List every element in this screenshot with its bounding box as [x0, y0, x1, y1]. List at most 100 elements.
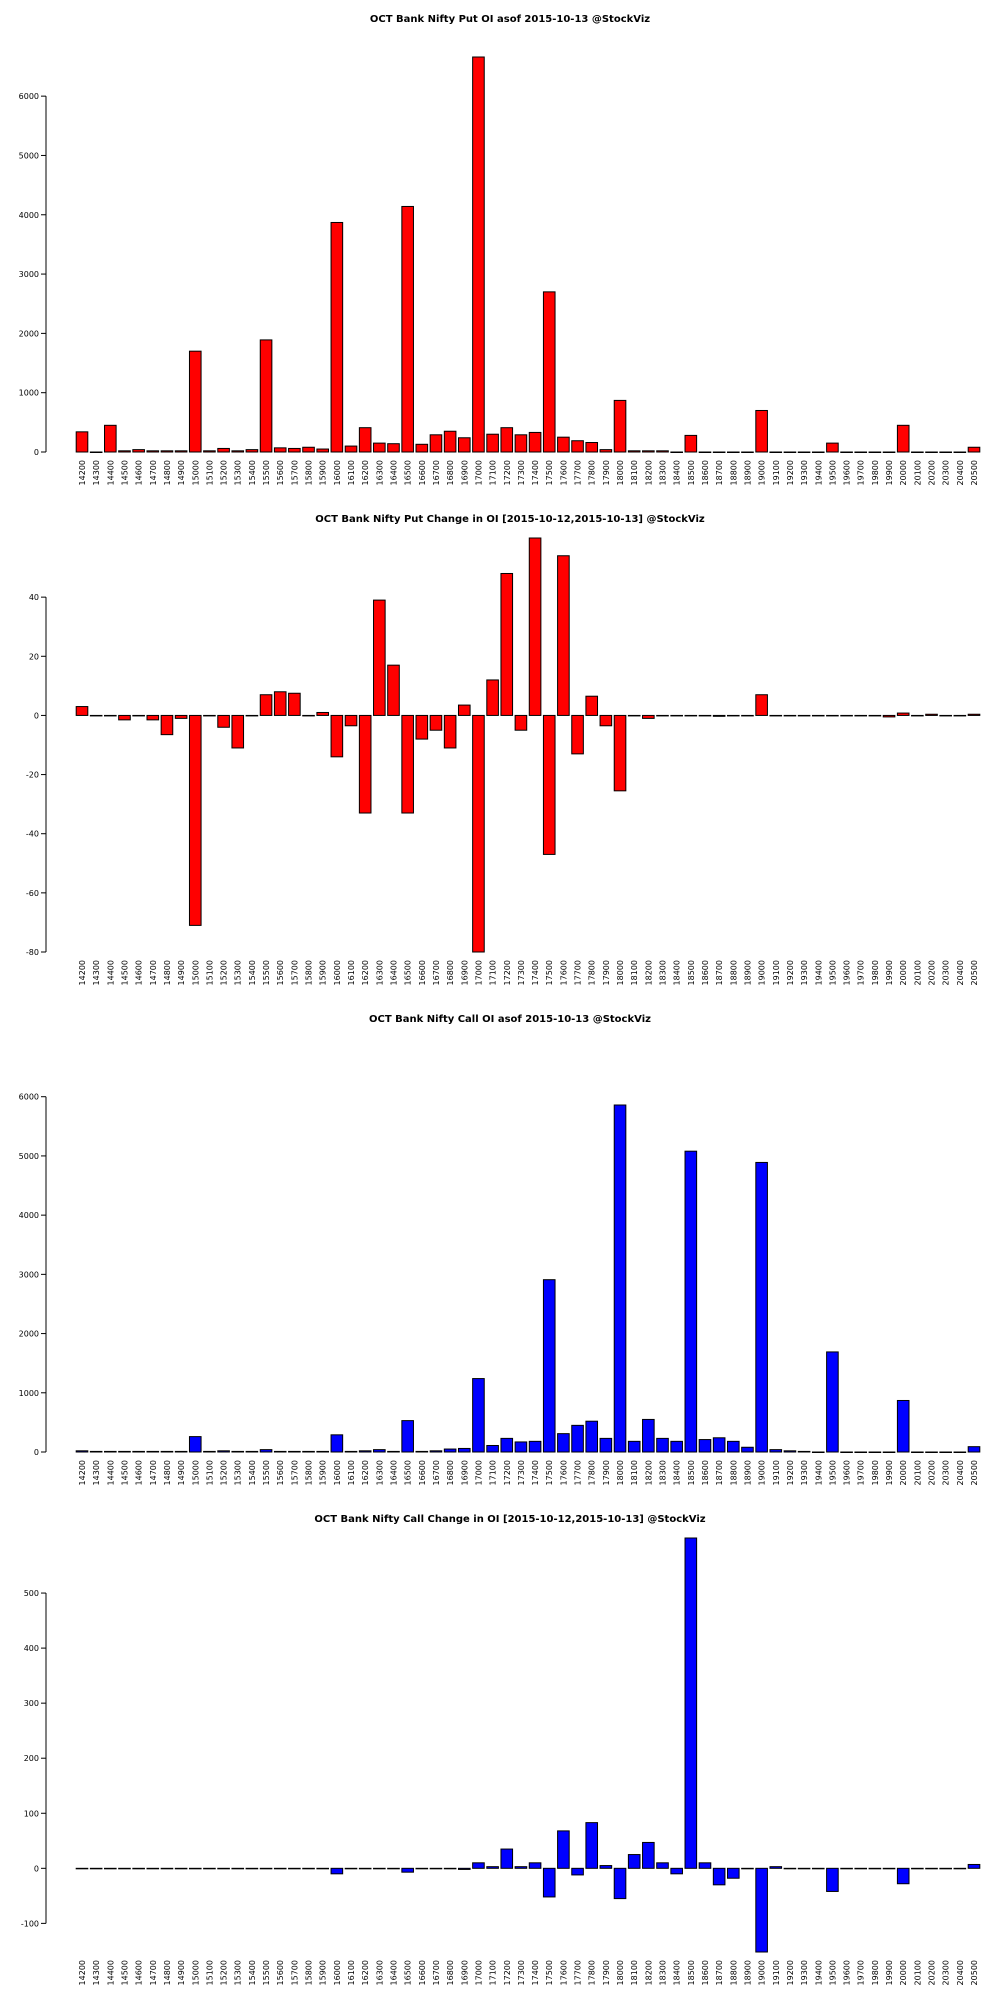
- bar: [104, 714, 117, 717]
- x-tick-label: 17100: [489, 960, 498, 985]
- bar: [188, 1436, 202, 1453]
- x-tick-label: 16800: [446, 1460, 455, 1485]
- bar: [698, 451, 712, 453]
- x-tick-label: 15700: [290, 460, 299, 485]
- bar: [896, 424, 910, 453]
- bar: [712, 1437, 726, 1453]
- x-tick-label: 16100: [347, 460, 356, 485]
- bar: [316, 711, 330, 716]
- bar: [741, 714, 754, 717]
- x-tick-label: 19300: [800, 460, 809, 485]
- bar: [670, 1440, 683, 1453]
- bar: [500, 572, 514, 716]
- x-tick-label: 15700: [290, 1960, 299, 1985]
- bar: [132, 1867, 145, 1870]
- bar: [373, 442, 386, 453]
- x-tick-label: 17600: [559, 1960, 568, 1985]
- bar: [75, 1450, 89, 1453]
- y-tick-label: 5000: [19, 151, 39, 160]
- bar: [500, 1848, 514, 1869]
- x-tick-label: 15500: [262, 460, 271, 485]
- x-tick-label: 18300: [659, 960, 668, 985]
- bar: [457, 704, 471, 716]
- x-tick-label: 19600: [843, 460, 852, 485]
- bar: [486, 1866, 499, 1869]
- bar: [302, 1867, 315, 1870]
- y-tick-label: 0: [34, 1448, 39, 1457]
- y-tick-label: 6000: [19, 92, 39, 101]
- bar: [245, 714, 259, 717]
- bar: [741, 1446, 754, 1453]
- y-tick-label: 400: [24, 1644, 39, 1653]
- x-tick-label: 14400: [106, 960, 115, 985]
- x-tick-label: 18100: [630, 460, 639, 485]
- x-tick-label: 15700: [290, 1460, 299, 1485]
- x-tick-label: 18200: [644, 960, 653, 985]
- bar: [882, 451, 896, 453]
- bar: [174, 450, 188, 453]
- x-tick-label: 15200: [220, 460, 229, 485]
- x-tick-label: 15600: [276, 1960, 285, 1985]
- x-tick-label: 15100: [205, 460, 214, 485]
- bar: [882, 714, 896, 718]
- bar: [514, 714, 528, 731]
- x-tick-label: 15300: [234, 1960, 243, 1985]
- bar: [217, 447, 230, 453]
- bar: [684, 1537, 698, 1869]
- x-tick-label: 18100: [630, 960, 639, 985]
- bar: [670, 451, 683, 453]
- x-tick-label: 16200: [361, 1960, 370, 1985]
- x-tick-label: 18100: [630, 1960, 639, 1985]
- bar: [953, 714, 967, 717]
- bar: [642, 1841, 655, 1869]
- bar: [273, 691, 287, 716]
- x-tick-label: 17500: [545, 460, 554, 485]
- x-tick-label: 15600: [276, 1460, 285, 1485]
- x-tick-label: 14300: [92, 460, 101, 485]
- bar: [415, 1450, 429, 1453]
- bar: [741, 451, 754, 453]
- x-tick-label: 17000: [474, 1960, 483, 1985]
- x-tick-label: 20100: [913, 960, 922, 985]
- bar: [330, 714, 344, 758]
- bar: [911, 1867, 924, 1870]
- chart-title: OCT Bank Nifty Put Change in OI [2015-10…: [315, 514, 705, 525]
- x-tick-label: 17700: [574, 1960, 583, 1985]
- x-tick-label: 15800: [305, 1460, 314, 1485]
- x-tick-label: 19200: [786, 1460, 795, 1485]
- bar: [712, 1867, 726, 1886]
- bar: [500, 1437, 514, 1453]
- x-tick-label: 18500: [687, 460, 696, 485]
- y-tick-label: 4000: [19, 211, 39, 220]
- x-tick-label: 18200: [644, 1460, 653, 1485]
- x-tick-label: 16400: [389, 1960, 398, 1985]
- bar: [698, 714, 712, 717]
- x-tick-label: 18800: [729, 460, 738, 485]
- bar: [344, 714, 358, 727]
- bar: [302, 446, 315, 453]
- bar: [132, 1450, 145, 1453]
- bar: [911, 714, 924, 717]
- x-tick-label: 18600: [701, 1960, 710, 1985]
- x-tick-label: 17200: [503, 1960, 512, 1985]
- bar: [288, 1450, 301, 1453]
- x-tick-label: 19800: [871, 460, 880, 485]
- bar: [514, 434, 528, 453]
- x-tick-label: 17900: [602, 460, 611, 485]
- x-tick-label: 15000: [191, 460, 200, 485]
- bar: [528, 1440, 542, 1453]
- bar: [656, 450, 669, 453]
- y-tick-label: 1000: [19, 1389, 39, 1398]
- x-tick-label: 18300: [659, 1960, 668, 1985]
- x-tick-label: 14300: [92, 960, 101, 985]
- x-tick-label: 14700: [149, 460, 158, 485]
- x-tick-label: 14200: [78, 1460, 87, 1485]
- bar: [642, 714, 655, 719]
- bar: [925, 713, 938, 716]
- bar: [443, 714, 457, 749]
- x-tick-label: 18700: [715, 1460, 724, 1485]
- x-tick-label: 19900: [885, 1460, 894, 1485]
- bar: [826, 1867, 839, 1892]
- x-tick-label: 20500: [970, 1960, 979, 1985]
- x-tick-label: 15500: [262, 1960, 271, 1985]
